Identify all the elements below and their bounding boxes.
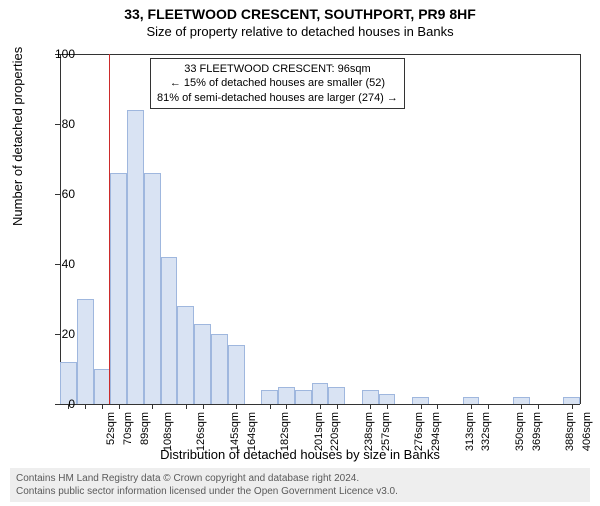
xtick-label: 145sqm [229,412,241,451]
histogram-bar [513,397,530,404]
histogram-bar [127,110,144,404]
xtick-label: 164sqm [246,412,258,451]
xtick-mark [387,404,388,409]
xtick-label: 70sqm [122,412,134,445]
xtick-mark [337,404,338,409]
histogram-bar [379,394,396,405]
xtick-label: 220sqm [330,412,342,451]
ytick-label: 60 [45,187,75,201]
xtick-label: 313sqm [464,412,476,451]
histogram-bar [362,390,379,404]
y-axis-label: Number of detached properties [10,47,25,226]
xtick-label: 388sqm [564,412,576,451]
xtick-label: 332sqm [481,412,493,451]
xtick-label: 52sqm [105,412,117,445]
xtick-mark [270,404,271,409]
xtick-mark [203,404,204,409]
xtick-label: 350sqm [514,412,526,451]
xtick-mark [320,404,321,409]
xtick-mark [538,404,539,409]
histogram-bar [328,387,345,405]
xtick-mark [186,404,187,409]
annotation-line-3: 81% of semi-detached houses are larger (… [157,91,398,105]
xtick-label: 89sqm [139,412,151,445]
footer-attribution: Contains HM Land Registry data © Crown c… [10,468,590,502]
histogram-bar [194,324,211,405]
ytick-label: 0 [45,397,75,411]
histogram-bar [144,173,161,404]
histogram-bar [295,390,312,404]
histogram-bar [110,173,127,404]
xtick-mark [488,404,489,409]
axis-line [60,54,580,55]
chart-subtitle: Size of property relative to detached ho… [0,24,600,39]
ytick-label: 20 [45,327,75,341]
footer-line-1: Contains HM Land Registry data © Crown c… [16,472,584,485]
xtick-label: 238sqm [363,412,375,451]
xtick-mark [236,404,237,409]
xtick-mark [521,404,522,409]
axis-line [60,54,61,404]
xtick-label: 257sqm [380,412,392,451]
xtick-mark [370,404,371,409]
plot-area: 52sqm70sqm89sqm108sqm126sqm145sqm164sqm1… [60,54,580,404]
xtick-label: 126sqm [195,412,207,451]
histogram-bar [161,257,178,404]
xtick-mark [102,404,103,409]
histogram-bar [412,397,429,404]
annotation-line-1: 33 FLEETWOOD CRESCENT: 96sqm [157,62,398,76]
xtick-mark [572,404,573,409]
chart-container: 33, FLEETWOOD CRESCENT, SOUTHPORT, PR9 8… [0,6,600,506]
histogram-bar [228,345,245,405]
ytick-label: 80 [45,117,75,131]
histogram-bar [77,299,94,404]
chart-title: 33, FLEETWOOD CRESCENT, SOUTHPORT, PR9 8… [0,6,600,22]
histogram-bar [312,383,329,404]
x-axis-label: Distribution of detached houses by size … [0,447,600,462]
histogram-bar [211,334,228,404]
xtick-mark [471,404,472,409]
xtick-mark [152,404,153,409]
histogram-bar [563,397,580,404]
histogram-bar [261,390,278,404]
xtick-label: 369sqm [531,412,543,451]
ytick-label: 100 [45,47,75,61]
xtick-label: 201sqm [313,412,325,451]
xtick-mark [85,404,86,409]
xtick-mark [437,404,438,409]
ytick-label: 40 [45,257,75,271]
xtick-label: 182sqm [279,412,291,451]
annotation-box: 33 FLEETWOOD CRESCENT: 96sqm← 15% of det… [150,58,405,109]
xtick-label: 294sqm [430,412,442,451]
xtick-label: 108sqm [162,412,174,451]
xtick-label: 276sqm [413,412,425,451]
xtick-mark [421,404,422,409]
footer-line-2: Contains public sector information licen… [16,485,584,498]
xtick-label: 406sqm [581,412,593,451]
histogram-bar [177,306,194,404]
xtick-mark [119,404,120,409]
histogram-bar [278,387,295,405]
histogram-bar [463,397,480,404]
axis-line [580,54,581,404]
xtick-mark [286,404,287,409]
annotation-line-2: ← 15% of detached houses are smaller (52… [157,76,398,90]
property-marker-line [109,54,111,404]
